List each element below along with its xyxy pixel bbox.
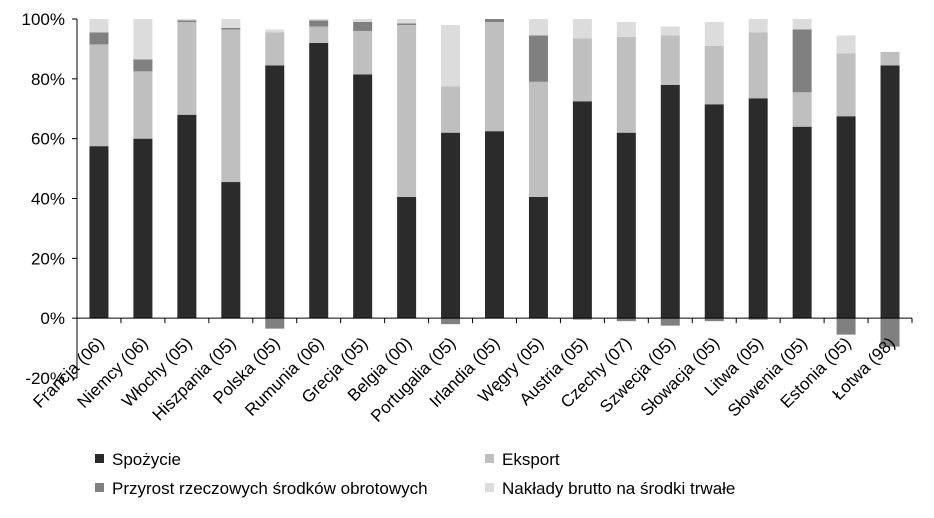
bar-segment-2 — [265, 32, 285, 66]
bar-segment-3 — [397, 23, 417, 25]
bar-segment-3 — [528, 35, 548, 82]
bar-segment-1 — [397, 197, 417, 319]
bar-segment-2 — [880, 51, 900, 66]
bar-segment-4 — [748, 19, 768, 33]
bar-segment-3 — [353, 21, 373, 31]
bar-segment-1 — [89, 146, 109, 319]
bar-segment-3 — [177, 20, 197, 22]
bar-segment-4 — [133, 19, 153, 60]
bar-segment-1 — [441, 132, 461, 319]
legend: Spożycie Eksport Przyrost rzeczowych środk… — [95, 450, 735, 498]
legend-swatch — [485, 454, 494, 463]
bar-segment-4 — [572, 19, 592, 39]
bar-segment-1 — [485, 131, 504, 319]
bar-segment-1 — [748, 98, 768, 319]
bar-segment-2 — [748, 32, 768, 99]
bar-segment-1 — [660, 84, 680, 319]
y-tick-label: 80% — [31, 70, 65, 89]
bar-segment-3 — [89, 32, 109, 45]
y-tick-label: 0% — [40, 309, 65, 328]
bar-segment-4 — [265, 29, 285, 33]
legend-label: Spożycie — [112, 450, 181, 469]
bar-segment-2 — [309, 26, 329, 43]
bar-segment-3 — [221, 27, 241, 30]
y-axis-ticks: -20% 0% 20% 40% 60% 80% 100% — [22, 10, 77, 388]
bar-segment-4 — [221, 19, 241, 28]
bar-segment-2 — [353, 30, 373, 75]
bar-segment-2 — [397, 24, 417, 198]
bar-segment-1 — [133, 138, 153, 319]
legend-swatch — [95, 483, 104, 492]
bar-segment-1 — [836, 116, 856, 319]
legend-label: Przyrost rzeczowych środków obrotowych — [112, 479, 428, 498]
bar-segment-2 — [572, 38, 592, 102]
bar-segment-3 — [485, 19, 504, 22]
bar-segment-4 — [792, 19, 812, 30]
y-tick-label: 60% — [31, 130, 65, 149]
bars-layer — [89, 19, 900, 347]
bar-segment-2 — [704, 45, 724, 105]
bar-segment-1 — [528, 197, 548, 319]
bar-segment-3 — [836, 318, 856, 335]
bar-segment-4 — [441, 24, 461, 87]
legend-swatch — [95, 454, 104, 463]
bar-segment-2 — [89, 44, 109, 147]
bar-segment-4 — [353, 19, 373, 22]
bar-segment-3 — [748, 318, 768, 320]
bar-segment-2 — [441, 86, 461, 133]
bar-segment-2 — [528, 81, 548, 197]
legend-label: Eksport — [502, 450, 560, 469]
bar-segment-4 — [89, 19, 109, 33]
bar-segment-1 — [616, 132, 636, 319]
bar-segment-1 — [221, 182, 241, 319]
bar-segment-2 — [836, 53, 856, 117]
legend-label: Nakłady brutto na środki trwałe — [502, 479, 735, 498]
bar-segment-1 — [880, 65, 900, 319]
bar-segment-2 — [221, 29, 241, 183]
bar-segment-2 — [792, 92, 812, 127]
bar-segment-1 — [265, 65, 285, 319]
bar-segment-1 — [309, 42, 329, 319]
y-tick-label: -20% — [25, 369, 65, 388]
bar-segment-2 — [177, 21, 197, 115]
bar-segment-4 — [397, 19, 417, 24]
bar-segment-3 — [880, 318, 900, 347]
bar-segment-4 — [616, 21, 636, 37]
bar-segment-1 — [177, 114, 197, 319]
bar-segment-4 — [704, 21, 724, 46]
bar-segment-2 — [133, 71, 153, 139]
legend-swatch — [485, 483, 494, 492]
bar-segment-3 — [309, 20, 329, 27]
bar-segment-3 — [616, 318, 636, 322]
bar-segment-3 — [660, 318, 680, 326]
y-tick-label: 100% — [22, 10, 65, 29]
bar-segment-3 — [704, 318, 724, 322]
bar-segment-3 — [133, 59, 153, 72]
axes-layer — [76, 19, 913, 378]
bar-segment-2 — [660, 35, 680, 85]
y-tick-label: 20% — [31, 249, 65, 268]
bar-segment-2 — [485, 21, 504, 132]
bar-segment-4 — [177, 19, 197, 21]
x-axis-ticks: Francja (06)Niemcy (06)Włochy (05)Hiszpa… — [30, 334, 899, 426]
y-tick-label: 40% — [31, 190, 65, 209]
bar-segment-4 — [660, 26, 680, 36]
bar-segment-4 — [836, 35, 856, 54]
bar-segment-4 — [528, 19, 548, 36]
bar-segment-4 — [309, 19, 329, 21]
bar-segment-1 — [353, 74, 373, 319]
bar-segment-3 — [265, 318, 285, 329]
bar-segment-3 — [792, 29, 812, 93]
bar-segment-1 — [792, 126, 812, 319]
bar-segment-3 — [441, 318, 461, 325]
bar-segment-2 — [616, 36, 636, 133]
bar-segment-1 — [704, 104, 724, 319]
bar-segment-3 — [572, 318, 592, 320]
bar-segment-1 — [572, 101, 592, 319]
